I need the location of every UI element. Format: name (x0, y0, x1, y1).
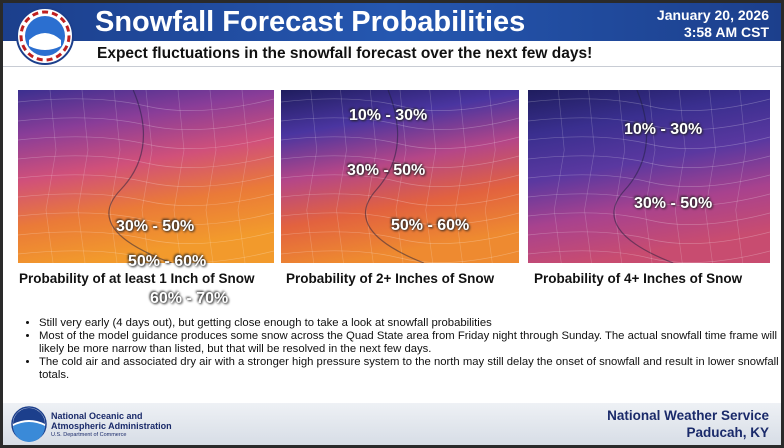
county-line (45, 90, 57, 263)
river (108, 90, 172, 263)
county-line (528, 155, 770, 168)
county-line (18, 174, 274, 187)
county-line (18, 250, 274, 263)
county-line (528, 174, 770, 187)
county-line (395, 90, 407, 263)
bullet-list: Still very early (4 days out), but getti… (21, 317, 781, 382)
footer: National Oceanic and Atmospheric Adminis… (3, 403, 781, 445)
county-line (281, 193, 519, 206)
probability-label: 50% - 60% (391, 217, 470, 234)
map-fill (281, 90, 519, 263)
county-line (281, 136, 519, 149)
department: U.S. Department of Commerce (51, 432, 127, 438)
county-line (205, 90, 217, 263)
county-line (18, 136, 274, 149)
county-line (614, 90, 626, 263)
agency-name: National Oceanic and (51, 411, 143, 421)
county-line (455, 90, 466, 263)
county-line (528, 117, 770, 130)
county-line (281, 174, 519, 187)
office: National Weather Service (607, 408, 769, 423)
county-line (584, 90, 595, 263)
county-line (735, 90, 747, 263)
map-fill (18, 90, 274, 263)
probability-label: 60% - 70% (150, 290, 229, 307)
panel-caption: Probability of 2+ Inches of Snow (286, 271, 495, 286)
county-line (281, 250, 519, 263)
county-line (528, 98, 770, 111)
county-line (644, 90, 656, 263)
probability-label: 50% - 60% (128, 253, 207, 270)
county-line (281, 98, 519, 111)
county-line (281, 117, 519, 130)
agency-name: Atmospheric Administration (51, 421, 172, 431)
county-line (77, 90, 89, 263)
county-line (141, 90, 153, 263)
county-line (484, 90, 496, 263)
county-line (553, 90, 565, 263)
time: 3:58 AM CST (683, 24, 769, 40)
forecast-map (281, 90, 519, 263)
nws-logo (16, 7, 74, 65)
river (613, 90, 674, 263)
divider (3, 66, 781, 67)
county-line (237, 90, 249, 263)
county-line (18, 212, 274, 225)
county-line (528, 250, 770, 263)
county-line (528, 231, 770, 244)
river (365, 90, 425, 263)
county-line (306, 90, 318, 263)
county-line (281, 231, 519, 244)
subtitle: Expect fluctuations in the snowfall fore… (97, 45, 593, 62)
county-line (109, 90, 121, 263)
header-band (3, 3, 781, 41)
probability-label: 30% - 50% (116, 218, 195, 235)
panel-caption: Probability of 4+ Inches of Snow (534, 271, 743, 286)
county-line (365, 90, 377, 263)
county-line (336, 90, 347, 263)
county-line (281, 155, 519, 168)
location: Paducah, KY (686, 425, 769, 440)
title: Snowfall Forecast Probabilities (95, 6, 526, 38)
forecast-map (528, 90, 770, 263)
county-line (18, 98, 274, 111)
probability-label: 30% - 50% (634, 195, 713, 212)
county-line (528, 193, 770, 206)
bullet: The cold air and associated dry air with… (39, 356, 781, 382)
forecast-map (18, 90, 274, 263)
county-line (18, 117, 274, 130)
bullet: Most of the model guidance produces some… (39, 330, 781, 356)
county-line (705, 90, 716, 263)
county-line (281, 212, 519, 225)
county-line (674, 90, 686, 263)
noaa-logo (11, 406, 47, 442)
county-line (173, 90, 185, 263)
county-line (18, 193, 274, 206)
county-line (528, 136, 770, 149)
county-line (18, 231, 274, 244)
county-line (425, 90, 437, 263)
county-line (18, 155, 274, 168)
probability-label: 10% - 30% (349, 107, 428, 124)
date: January 20, 2026 (656, 7, 769, 23)
panel-caption: Probability of at least 1 Inch of Snow (19, 271, 255, 286)
map-fill (528, 90, 770, 263)
probability-label: 10% - 30% (624, 121, 703, 138)
county-line (528, 212, 770, 225)
bullet: Still very early (4 days out), but getti… (39, 317, 781, 330)
probability-label: 30% - 50% (347, 162, 426, 179)
